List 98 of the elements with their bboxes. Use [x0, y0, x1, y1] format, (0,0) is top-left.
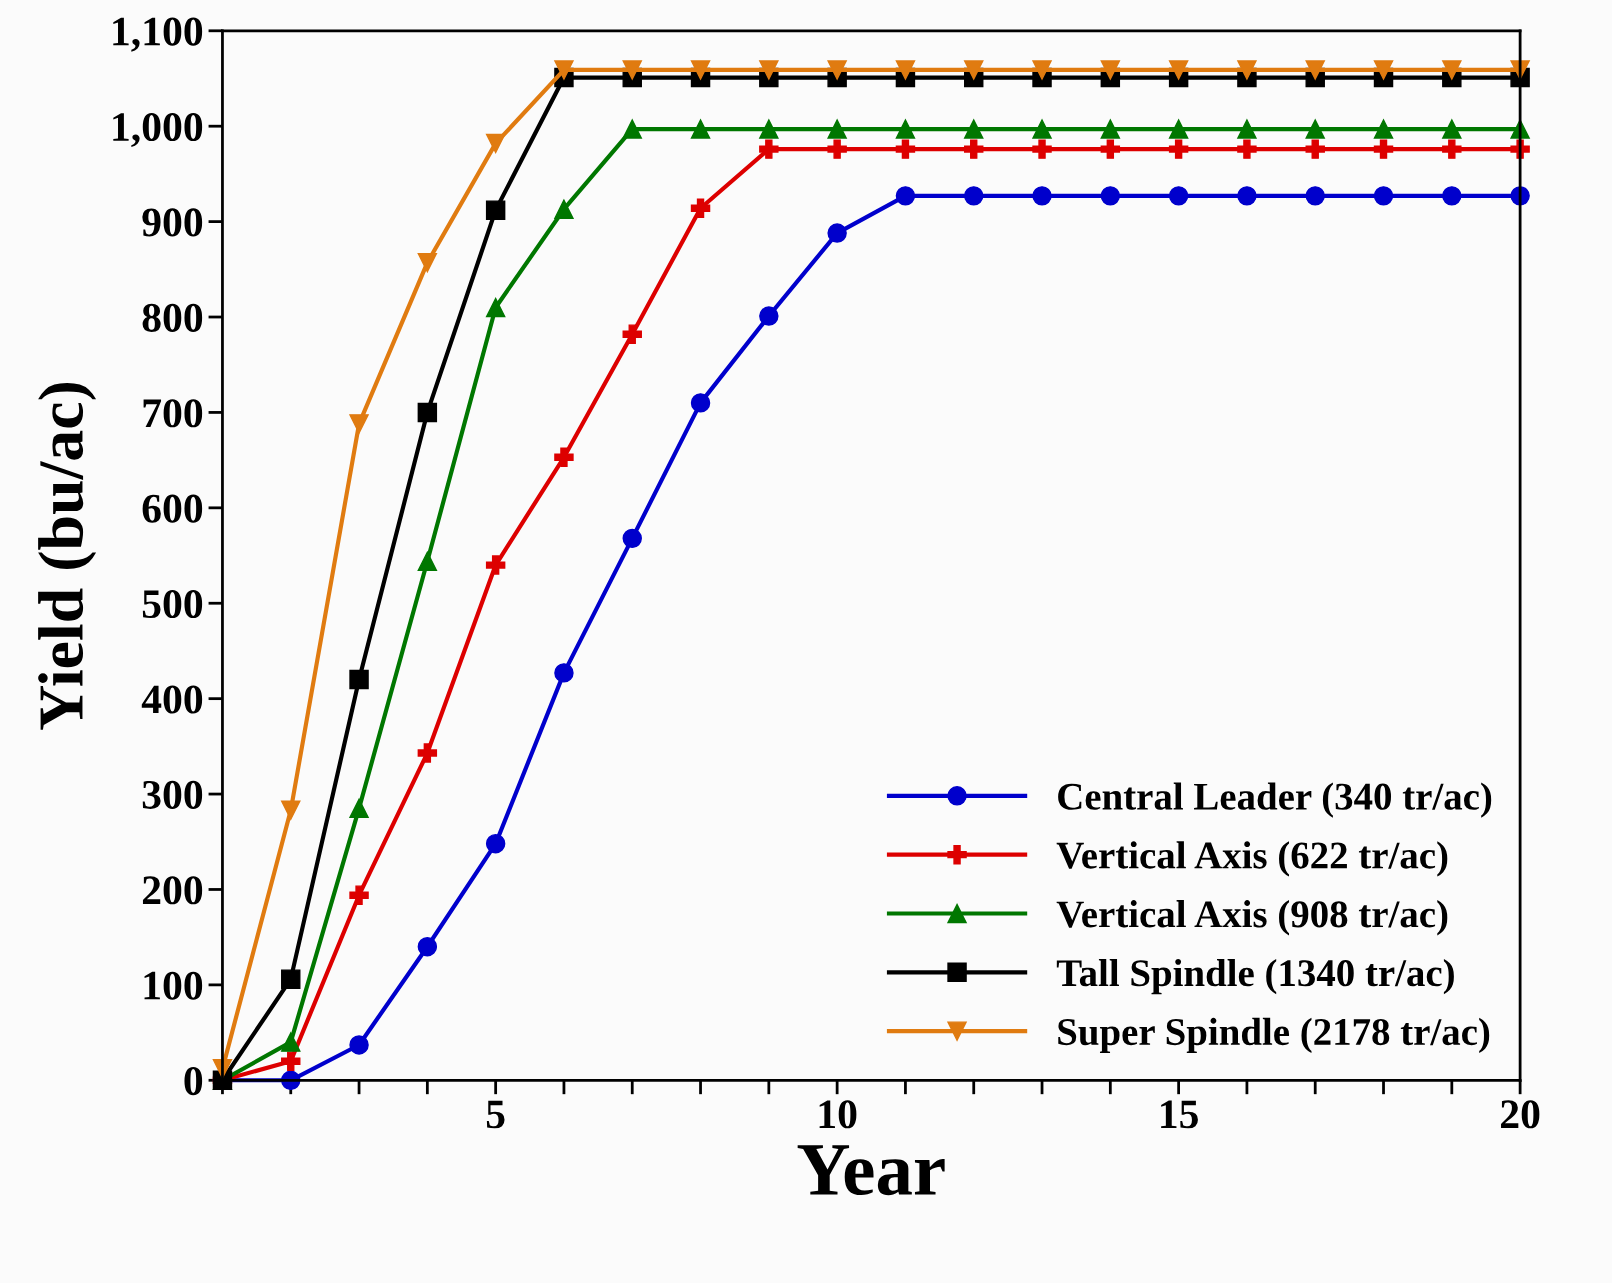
legend-label: Tall Spindle (1340 tr/ac)	[1056, 958, 1454, 995]
point	[690, 198, 711, 218]
y-tick-label: 1,100	[113, 17, 203, 52]
point	[622, 528, 642, 549]
point	[417, 551, 438, 571]
legend-label: Central Leader (340 tr/ac)	[1058, 782, 1492, 818]
point	[1373, 60, 1394, 80]
point	[281, 800, 301, 821]
point	[895, 119, 916, 139]
point	[1100, 139, 1121, 159]
point	[417, 743, 438, 763]
point	[1100, 186, 1121, 206]
point	[895, 186, 916, 206]
point	[1305, 186, 1325, 206]
point	[1032, 139, 1052, 159]
point	[1032, 186, 1052, 206]
point	[417, 402, 438, 423]
point	[1373, 186, 1394, 206]
legend-label: Vertical Axis (908 tr/ac)	[1056, 900, 1448, 936]
point	[827, 139, 847, 159]
y-axis-title: Yield (bu/ac)	[38, 382, 97, 730]
point	[1237, 139, 1257, 159]
point	[485, 133, 506, 154]
y-tick-label: 800	[142, 303, 203, 332]
point	[1305, 119, 1325, 139]
x-tick-label: 15	[1161, 1100, 1198, 1129]
y-tick-label: 200	[142, 876, 203, 905]
point	[417, 252, 438, 273]
point	[1168, 119, 1189, 139]
point	[1168, 60, 1189, 80]
point	[485, 297, 506, 318]
point	[964, 119, 984, 139]
y-tick-label: 600	[142, 494, 203, 523]
y-tick-label: 500	[142, 589, 203, 619]
point	[1237, 119, 1257, 139]
point	[1100, 119, 1121, 139]
point	[1305, 139, 1325, 159]
point	[281, 1032, 301, 1052]
point	[1237, 186, 1257, 206]
point	[349, 798, 369, 819]
point	[759, 60, 779, 80]
x-tick-label: 20	[1501, 1100, 1540, 1129]
point	[759, 119, 779, 139]
point	[349, 1035, 369, 1055]
point	[281, 1051, 301, 1071]
y-tick-label: 300	[142, 780, 203, 809]
point	[622, 60, 642, 80]
point	[349, 669, 369, 690]
point	[690, 119, 711, 139]
point	[1032, 119, 1052, 139]
point	[964, 139, 984, 159]
point	[1442, 119, 1462, 139]
point	[554, 60, 574, 80]
point	[554, 447, 574, 467]
point	[690, 393, 711, 413]
legend-label: Vertical Axis (622 tr/ac)	[1056, 841, 1448, 877]
point	[417, 936, 438, 957]
point	[964, 186, 984, 206]
point	[485, 555, 506, 575]
point	[1442, 186, 1462, 206]
point	[759, 306, 779, 326]
point	[622, 119, 642, 139]
point	[485, 200, 506, 220]
point	[895, 139, 916, 159]
point	[1305, 60, 1325, 80]
point	[1237, 60, 1257, 80]
y-tick-label: 1,000	[113, 112, 203, 148]
x-tick-label: 10	[819, 1100, 857, 1129]
point	[1442, 139, 1462, 159]
x-axis-title: Year	[797, 1145, 945, 1196]
x-tick-label: 5	[486, 1100, 505, 1129]
point	[1442, 60, 1462, 80]
point	[349, 885, 369, 905]
point	[622, 324, 642, 344]
point	[281, 969, 301, 989]
point	[1100, 60, 1121, 80]
point	[690, 60, 711, 80]
legend-label: Super Spindle (2178 tr/ac)	[1058, 1017, 1490, 1054]
point	[1373, 139, 1394, 159]
point	[554, 663, 574, 683]
point	[1168, 139, 1189, 159]
point	[485, 833, 506, 854]
y-tick-label: 400	[141, 685, 203, 714]
y-tick-label: 100	[144, 971, 203, 1000]
point	[759, 139, 779, 159]
point	[827, 119, 847, 139]
point	[827, 60, 847, 80]
point	[964, 60, 984, 80]
point	[895, 60, 916, 80]
y-tick-label: 900	[142, 208, 203, 237]
point	[1168, 186, 1189, 206]
point	[554, 199, 574, 219]
y-tick-label: 0	[184, 1067, 203, 1096]
y-tick-label: 700	[143, 399, 203, 428]
point	[1032, 60, 1052, 80]
point	[349, 414, 369, 434]
point	[1373, 119, 1394, 139]
point	[827, 223, 847, 243]
